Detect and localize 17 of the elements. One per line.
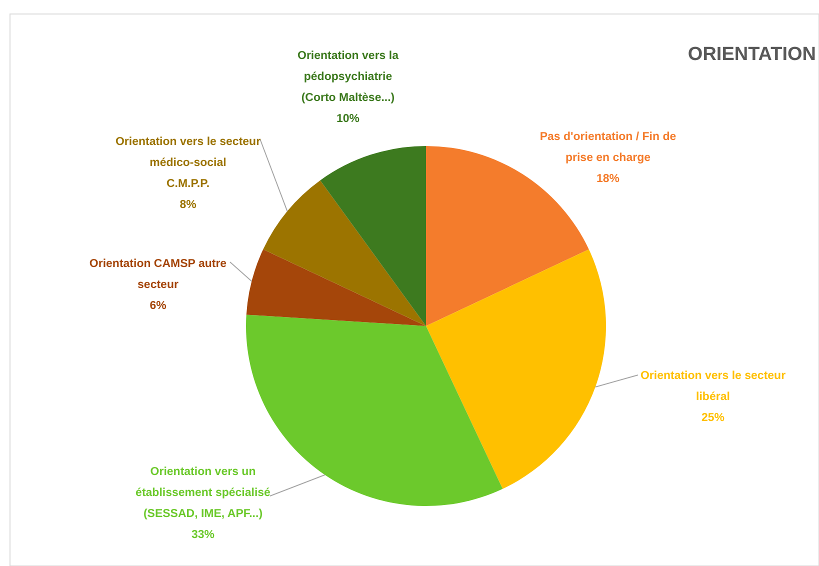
data-label: 6% bbox=[150, 300, 166, 312]
data-label: 8% bbox=[180, 199, 196, 211]
pie-slice bbox=[320, 146, 426, 326]
pie-slice bbox=[263, 180, 426, 326]
slice-label: Orientation CAMSP autre secteur bbox=[89, 258, 227, 291]
slice-label: Orientation vers un établissement spécialisé (SESSAD, IME, APF...) bbox=[136, 466, 270, 520]
pie-slice bbox=[426, 249, 606, 489]
data-label: 10% bbox=[336, 113, 360, 125]
pie-slice bbox=[246, 249, 426, 326]
data-label: 25% bbox=[701, 412, 725, 424]
slice-label: Orientation vers la pédopsychiatrie (Corto Maltèse...) bbox=[298, 50, 400, 104]
chart-title: ORIENTATION bbox=[688, 44, 816, 65]
slice-label: Pas d'orientation / Fin de prise en charge bbox=[540, 131, 676, 164]
data-label: 18% bbox=[596, 173, 620, 185]
slice-label: Orientation vers le secteur médico-social C.M.P.P. bbox=[115, 136, 262, 190]
slice-label: Orientation vers le secteur libéral bbox=[640, 370, 786, 403]
data-label: 33% bbox=[191, 529, 215, 541]
